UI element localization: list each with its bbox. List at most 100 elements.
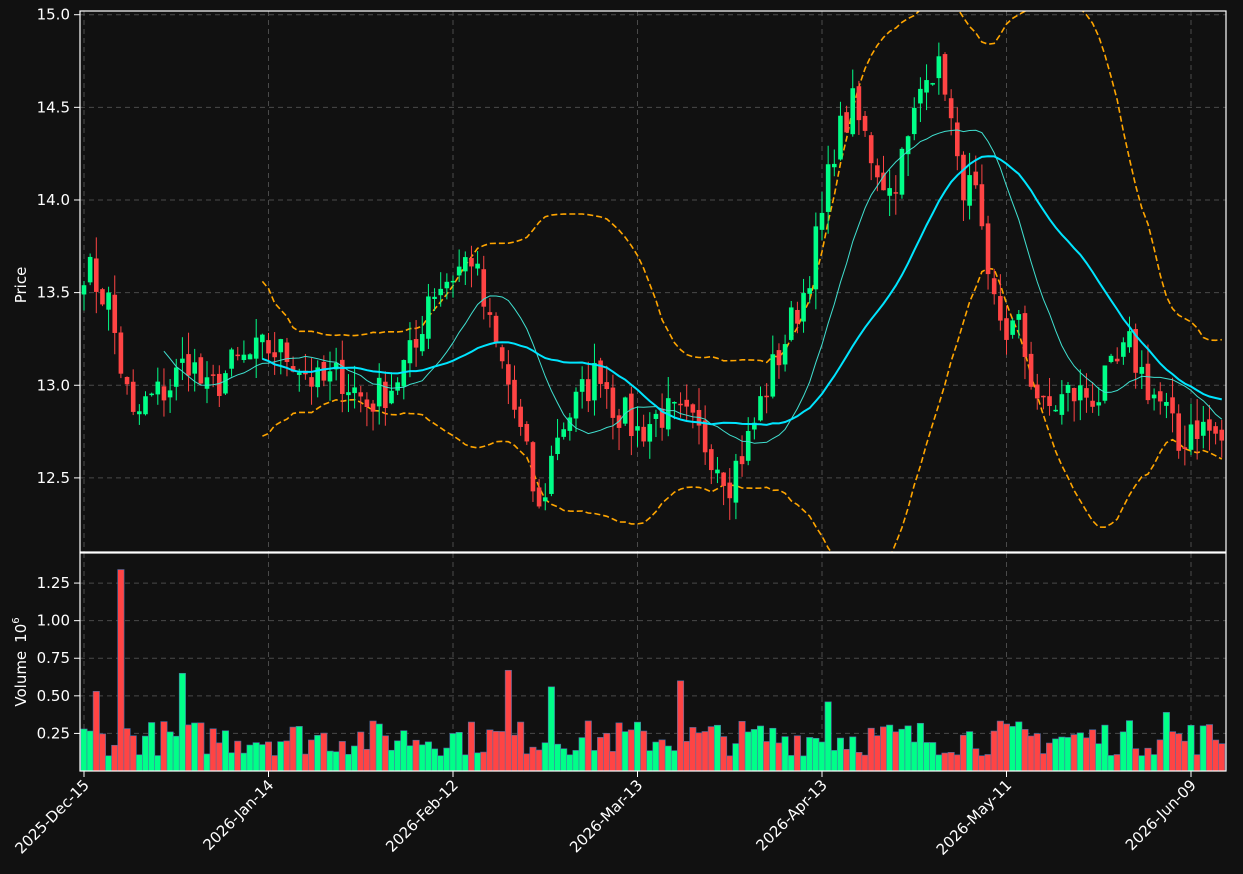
candle-down — [518, 406, 523, 427]
candle-up — [745, 431, 751, 461]
candle-down — [364, 399, 370, 407]
candle-up — [81, 285, 87, 295]
volume-bar — [953, 754, 961, 772]
candle-down — [1133, 329, 1138, 373]
candle-up — [438, 288, 443, 296]
volume-bar — [221, 730, 229, 772]
volume-bar — [652, 741, 660, 772]
volume-bar — [886, 724, 894, 772]
candle-down — [875, 165, 880, 178]
volume-bar — [246, 744, 254, 772]
volume-bar — [135, 754, 143, 772]
candle-down — [678, 403, 683, 406]
candle-down — [604, 382, 610, 390]
volume-bar — [929, 742, 937, 772]
candle-up — [733, 460, 739, 503]
volume-bar — [1039, 753, 1047, 772]
moving-averages — [163, 129, 1223, 444]
candle-up — [930, 83, 935, 85]
volume-bar — [1126, 720, 1134, 772]
volume-bar — [1107, 755, 1115, 772]
volume-bar — [849, 736, 857, 772]
volume-bar — [92, 691, 100, 772]
candle-up — [1127, 331, 1132, 348]
volume-bar — [437, 755, 445, 772]
volume-bar — [308, 739, 316, 772]
volume-bar — [1181, 740, 1189, 772]
volume-bar — [572, 750, 580, 772]
volume-bar — [670, 750, 678, 772]
candle-up — [137, 411, 142, 415]
volume-bar — [1205, 724, 1213, 772]
candle-down — [1022, 313, 1028, 357]
candle-up — [967, 175, 972, 206]
candle-down — [124, 376, 130, 385]
candle-down — [955, 122, 960, 157]
volume-bar — [443, 747, 451, 772]
candle-down — [844, 112, 849, 133]
volume-bar — [172, 735, 180, 772]
candle-down — [776, 350, 782, 366]
candle-up — [647, 424, 653, 442]
volume-bar — [861, 754, 869, 772]
x-tick-label: 2026-Jan-14 — [200, 776, 278, 854]
candle-up — [561, 429, 566, 437]
candle-up — [333, 362, 339, 370]
volume-bar — [492, 731, 500, 772]
candle-down — [383, 381, 388, 409]
candle-down — [1034, 384, 1040, 399]
volume-bar — [461, 754, 469, 772]
candle-up — [444, 281, 450, 289]
candle-down — [340, 359, 345, 394]
candle-up — [567, 417, 573, 431]
volume-bar — [990, 730, 998, 772]
volume-bar — [830, 750, 838, 772]
volume-bar — [621, 731, 629, 772]
candle-down — [210, 374, 216, 376]
candle-up — [1201, 421, 1206, 436]
volume-bar — [517, 721, 525, 772]
volume-bar — [86, 730, 94, 772]
candle-up — [1139, 366, 1145, 374]
candle-down — [1207, 419, 1212, 431]
volume-bar — [1095, 743, 1103, 772]
volume-bar — [301, 753, 309, 772]
volume-bar — [677, 680, 685, 772]
candle-up — [346, 392, 351, 396]
candle-up — [450, 280, 456, 283]
volume-bar — [1021, 729, 1029, 772]
volume-bar — [369, 720, 377, 772]
volume-bar — [289, 726, 297, 772]
candle-up — [579, 379, 585, 392]
volume-bar — [271, 755, 279, 772]
price-tick-label: 13.5 — [37, 284, 70, 302]
volume-bar — [793, 735, 801, 772]
volume-bar — [400, 730, 408, 772]
volume-bar — [209, 728, 217, 772]
candle-down — [100, 289, 105, 305]
candle-down — [1028, 353, 1034, 387]
volume-bar — [1144, 747, 1152, 772]
candle-down — [893, 192, 899, 194]
volume-bar — [1002, 723, 1010, 772]
volume-bar — [1052, 738, 1060, 772]
volume-bar — [1150, 754, 1158, 772]
volume-bar — [455, 732, 463, 772]
volume-bar — [744, 731, 752, 772]
candle-down — [112, 294, 118, 333]
volume-bar — [683, 741, 691, 772]
volume-bar — [394, 740, 402, 772]
candle-up — [1164, 401, 1169, 406]
candle-up — [247, 354, 253, 360]
volume-bar — [1070, 734, 1078, 772]
volume-bar — [541, 742, 549, 772]
volume-bar — [578, 737, 586, 772]
volume-bar — [873, 735, 881, 772]
candle-down — [961, 154, 966, 201]
volume-bar — [879, 726, 887, 772]
volume-bar — [185, 724, 193, 772]
candle-down — [1219, 429, 1225, 441]
candle-up — [758, 396, 763, 421]
volume-bar — [664, 745, 672, 772]
volume-bar — [750, 729, 758, 772]
